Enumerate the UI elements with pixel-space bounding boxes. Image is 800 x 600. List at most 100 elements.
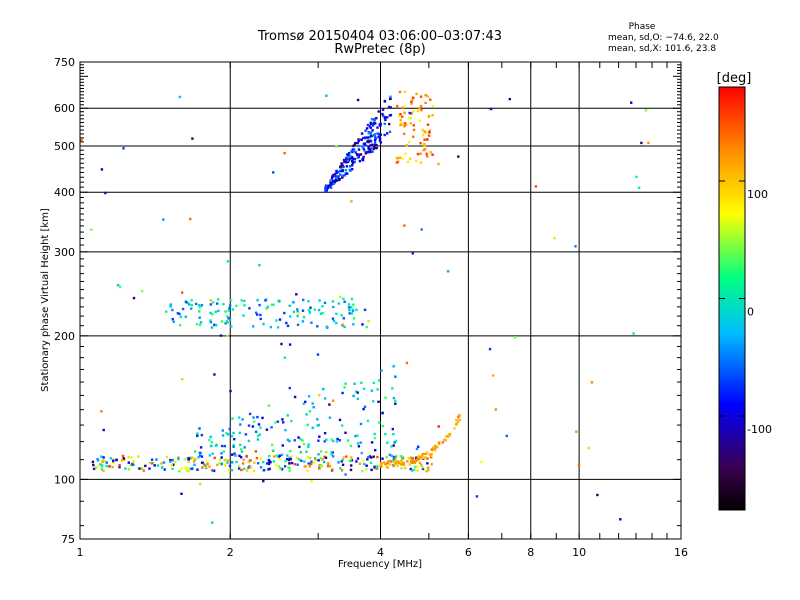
data-point <box>553 237 556 240</box>
data-point <box>647 141 650 145</box>
data-point <box>457 155 460 158</box>
data-point <box>339 167 342 170</box>
data-point <box>180 467 183 470</box>
data-point <box>416 469 419 472</box>
data-point <box>170 464 173 467</box>
data-point <box>138 467 141 470</box>
data-point <box>426 123 430 126</box>
data-point <box>296 314 299 318</box>
data-point <box>275 319 278 322</box>
data-point <box>346 156 349 159</box>
data-point <box>129 463 132 467</box>
data-point <box>357 442 360 445</box>
data-point <box>380 369 383 372</box>
data-point <box>373 141 377 144</box>
data-point <box>375 117 378 120</box>
data-point <box>387 105 391 109</box>
data-point <box>267 462 271 466</box>
data-point <box>243 304 246 307</box>
data-point <box>419 95 423 98</box>
data-point <box>325 94 328 97</box>
data-point <box>256 299 259 302</box>
data-point <box>394 375 397 378</box>
data-point <box>288 386 291 390</box>
data-point <box>377 379 381 382</box>
data-point <box>286 457 289 461</box>
data-point <box>362 147 365 150</box>
y-tick-label: 400 <box>54 186 75 199</box>
data-point <box>262 479 265 483</box>
data-point <box>283 151 286 155</box>
data-point <box>445 435 448 438</box>
data-point <box>231 417 234 420</box>
data-point <box>116 284 120 287</box>
data-point <box>204 464 207 467</box>
colorbar-tick-label: -100 <box>747 423 772 436</box>
data-point <box>378 135 381 138</box>
data-point <box>112 458 115 461</box>
data-point <box>304 400 307 404</box>
data-point <box>314 458 317 461</box>
data-point <box>213 373 216 376</box>
data-point <box>373 138 377 142</box>
data-point <box>102 428 105 432</box>
data-point <box>404 152 407 155</box>
data-point <box>92 463 95 467</box>
data-point <box>339 173 342 176</box>
data-point <box>325 438 328 441</box>
data-point <box>265 462 269 465</box>
data-point <box>383 133 386 137</box>
data-point <box>352 317 356 320</box>
data-point <box>352 394 355 398</box>
data-point <box>332 305 335 309</box>
data-point <box>255 311 258 314</box>
data-point <box>269 325 273 329</box>
data-point <box>218 462 221 465</box>
data-point <box>321 305 324 308</box>
data-point <box>644 109 648 112</box>
data-point <box>317 459 320 462</box>
data-point <box>184 466 187 470</box>
data-point <box>230 469 234 472</box>
x-tick-label: 4 <box>377 546 384 559</box>
data-point <box>416 152 420 156</box>
data-point <box>292 310 296 314</box>
data-point <box>422 148 426 152</box>
data-point <box>366 419 370 423</box>
data-point <box>392 458 396 461</box>
data-point <box>396 104 399 108</box>
data-point <box>353 149 356 152</box>
data-point <box>211 452 214 455</box>
data-point <box>326 184 329 188</box>
data-point <box>215 443 218 447</box>
data-point <box>337 461 340 464</box>
data-point <box>441 441 444 444</box>
data-point <box>359 441 363 444</box>
data-point <box>575 430 578 433</box>
data-point <box>263 469 266 472</box>
data-point <box>410 102 413 105</box>
data-point <box>226 321 229 324</box>
data-point <box>328 403 331 406</box>
data-point <box>122 147 125 150</box>
data-point <box>257 423 261 426</box>
data-point <box>363 142 367 145</box>
data-point <box>309 306 312 309</box>
data-point <box>180 492 183 495</box>
data-point <box>366 123 370 127</box>
data-point <box>396 460 400 463</box>
data-point <box>363 149 366 152</box>
data-point <box>365 468 368 471</box>
data-point <box>411 252 414 255</box>
data-point <box>331 399 335 402</box>
data-point <box>361 470 364 473</box>
data-point <box>430 454 433 458</box>
data-point <box>289 449 292 453</box>
data-point <box>209 321 213 324</box>
data-point <box>197 456 200 459</box>
data-point <box>281 444 284 447</box>
data-point <box>286 414 289 417</box>
data-point <box>390 454 393 457</box>
data-point <box>455 418 458 422</box>
data-point <box>399 455 402 458</box>
